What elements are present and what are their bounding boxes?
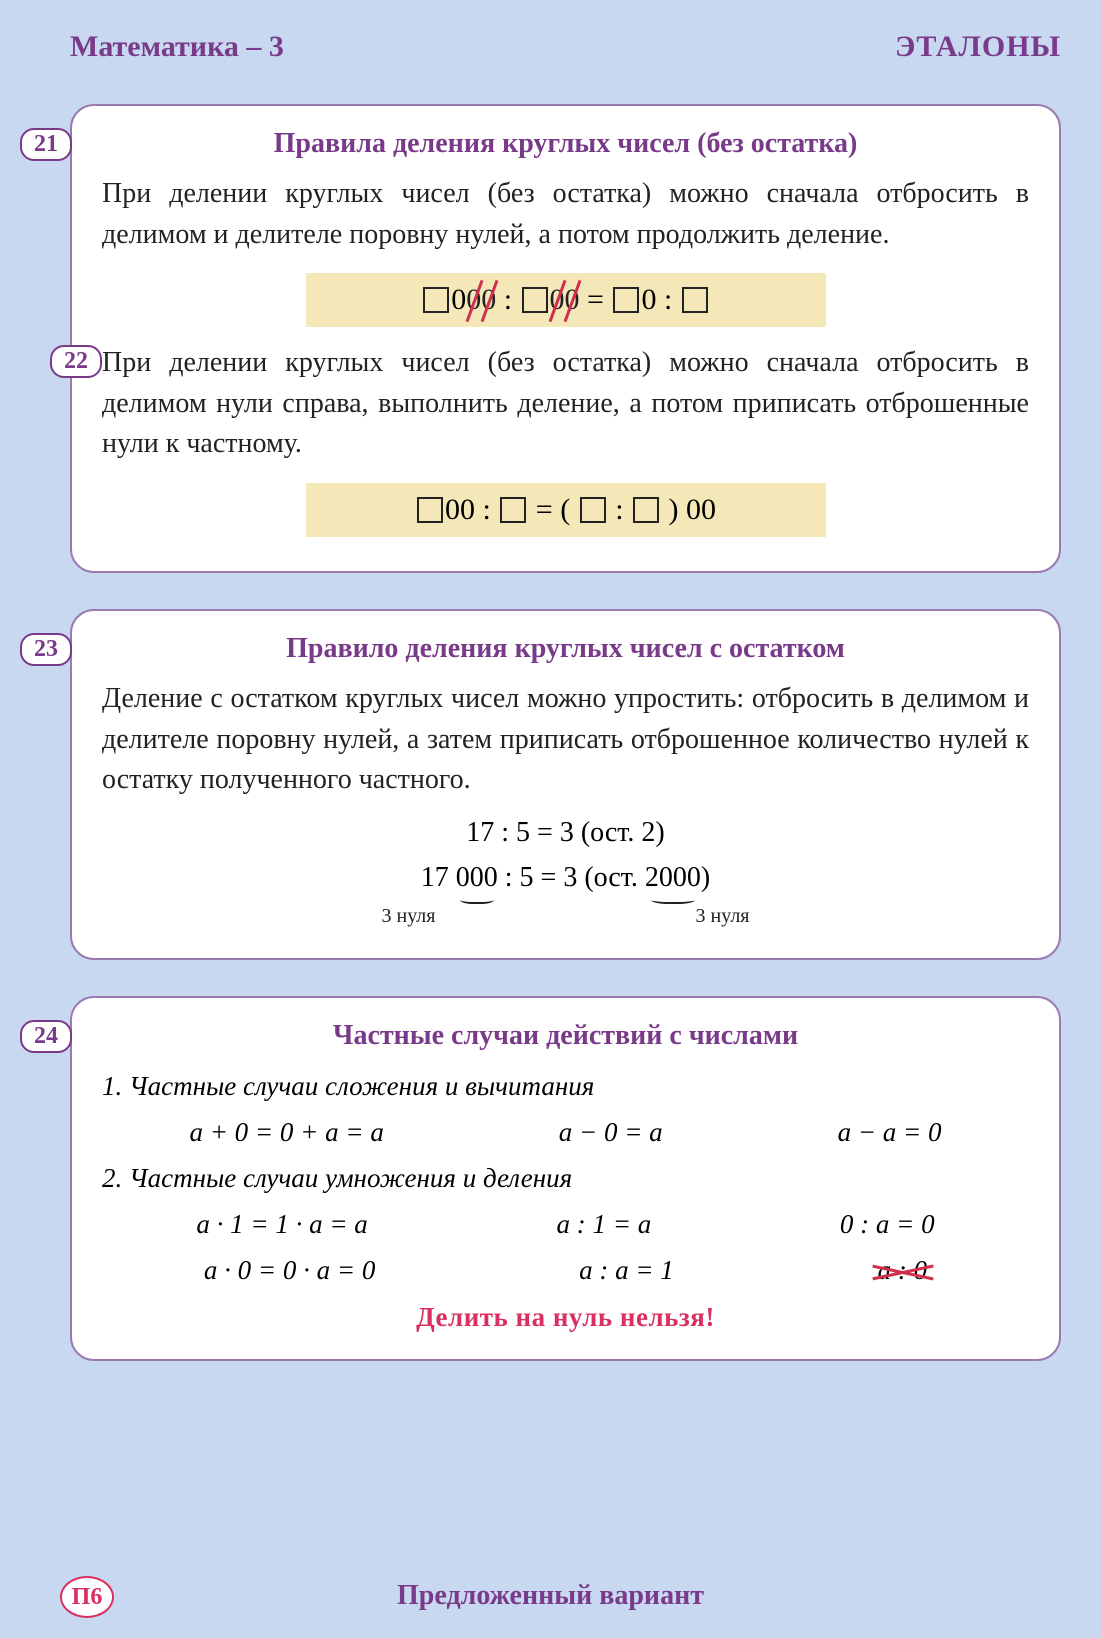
box-icon	[613, 287, 639, 313]
warning-text: Делить на нуль нельзя!	[102, 1302, 1029, 1333]
page-header: Математика – 3 ЭТАЛОНЫ	[70, 30, 1061, 64]
crossed-zero-icon: 0	[565, 283, 580, 317]
card1-block2: 22 При делении круглых чисел (без остатк…	[102, 343, 1029, 537]
case-head-2: 2. Частные случаи умножения и деления	[102, 1158, 1029, 1200]
underline-1: 000	[456, 856, 498, 901]
colon: :	[504, 283, 520, 316]
footer-text: Предложенный вариант	[397, 1580, 704, 1612]
eq-crossed: a : 0	[878, 1250, 928, 1292]
eq: a · 1 = 1 · a = a	[196, 1204, 367, 1246]
crossed-zero-icon: 0	[550, 283, 565, 317]
card1-para2: При делении круглых чисел (без остатка) …	[102, 343, 1029, 465]
footer: Предложенный вариант	[0, 1580, 1101, 1612]
underline-2: 2000	[645, 856, 701, 901]
eq-row-3: a · 0 = 0 · a = 0 a : a = 1 a : 0	[102, 1250, 1029, 1292]
box-icon	[633, 497, 659, 523]
badge-23: 23	[20, 633, 72, 666]
card2-para: Деление с остатком круглых чисел можно у…	[102, 679, 1029, 801]
case-list: 1. Частные случаи сложения и вычитания a…	[102, 1066, 1029, 1291]
header-right: ЭТАЛОНЫ	[895, 30, 1061, 64]
box-icon	[423, 287, 449, 313]
eq-row-2: a · 1 = 1 · a = a a : 1 = a 0 : a = 0	[102, 1204, 1029, 1246]
eq: a : a = 1	[579, 1250, 674, 1292]
badge-22: 22	[50, 345, 102, 378]
badge-21: 21	[20, 128, 72, 161]
eq: a · 0 = 0 · a = 0	[204, 1250, 375, 1292]
card-23: 23 Правило деления круглых чисел с остат…	[70, 609, 1061, 960]
eq: a − 0 = a	[559, 1112, 663, 1154]
card2-math: 17 : 5 = 3 (ост. 2) 17 000 : 5 = 3 (ост.…	[102, 811, 1029, 933]
crossed-zero-icon: 0	[466, 283, 481, 317]
page: Математика – 3 ЭТАЛОНЫ Повторение 21 Пра…	[0, 0, 1101, 1638]
card1-formula2: 00 : = ( : ) 00	[306, 483, 826, 537]
box-icon	[417, 497, 443, 523]
eq: a − a = 0	[838, 1112, 942, 1154]
annot-1: 3 нуля	[381, 900, 435, 932]
t: )	[701, 862, 710, 893]
card2-title: Правило деления круглых чисел с остатком	[102, 633, 1029, 665]
eq: a : 1 = a	[557, 1204, 652, 1246]
badge-24: 24	[20, 1020, 72, 1053]
math-line-2: 17 000 : 5 = 3 (ост. 2000)	[102, 856, 1029, 901]
annot-row: 3 нуля 3 нуля	[102, 900, 1029, 932]
eq: =	[587, 283, 611, 316]
t: 17	[421, 862, 456, 893]
annot-2: 3 нуля	[696, 900, 750, 932]
card1-formula1: 000 : 00 = 0 :	[306, 273, 826, 327]
colon: :	[664, 283, 680, 316]
zero: 0	[451, 283, 466, 316]
eq: a + 0 = 0 + a = a	[189, 1112, 383, 1154]
box-icon	[522, 287, 548, 313]
card1-title: Правила деления круглых чисел (без остат…	[102, 128, 1029, 160]
zero: 0	[641, 283, 656, 316]
card3-title: Частные случаи действий с числами	[102, 1020, 1029, 1052]
box-icon	[580, 497, 606, 523]
card1-para1: При делении круглых чисел (без остатка) …	[102, 174, 1029, 255]
t: : 5 = 3 (ост.	[498, 862, 645, 893]
box-icon	[682, 287, 708, 313]
case-head-1: 1. Частные случаи сложения и вычитания	[102, 1066, 1029, 1108]
eq: 0 : a = 0	[840, 1204, 935, 1246]
eq-row-1: a + 0 = 0 + a = a a − 0 = a a − a = 0	[102, 1112, 1029, 1154]
math-line-1: 17 : 5 = 3 (ост. 2)	[102, 811, 1029, 856]
card-24: 24 Частные случаи действий с числами 1. …	[70, 996, 1061, 1360]
card-21-22: 21 Правила деления круглых чисел (без ос…	[70, 104, 1061, 573]
crossed-zero-icon: 0	[481, 283, 496, 317]
header-left: Математика – 3	[70, 30, 284, 64]
box-icon	[500, 497, 526, 523]
